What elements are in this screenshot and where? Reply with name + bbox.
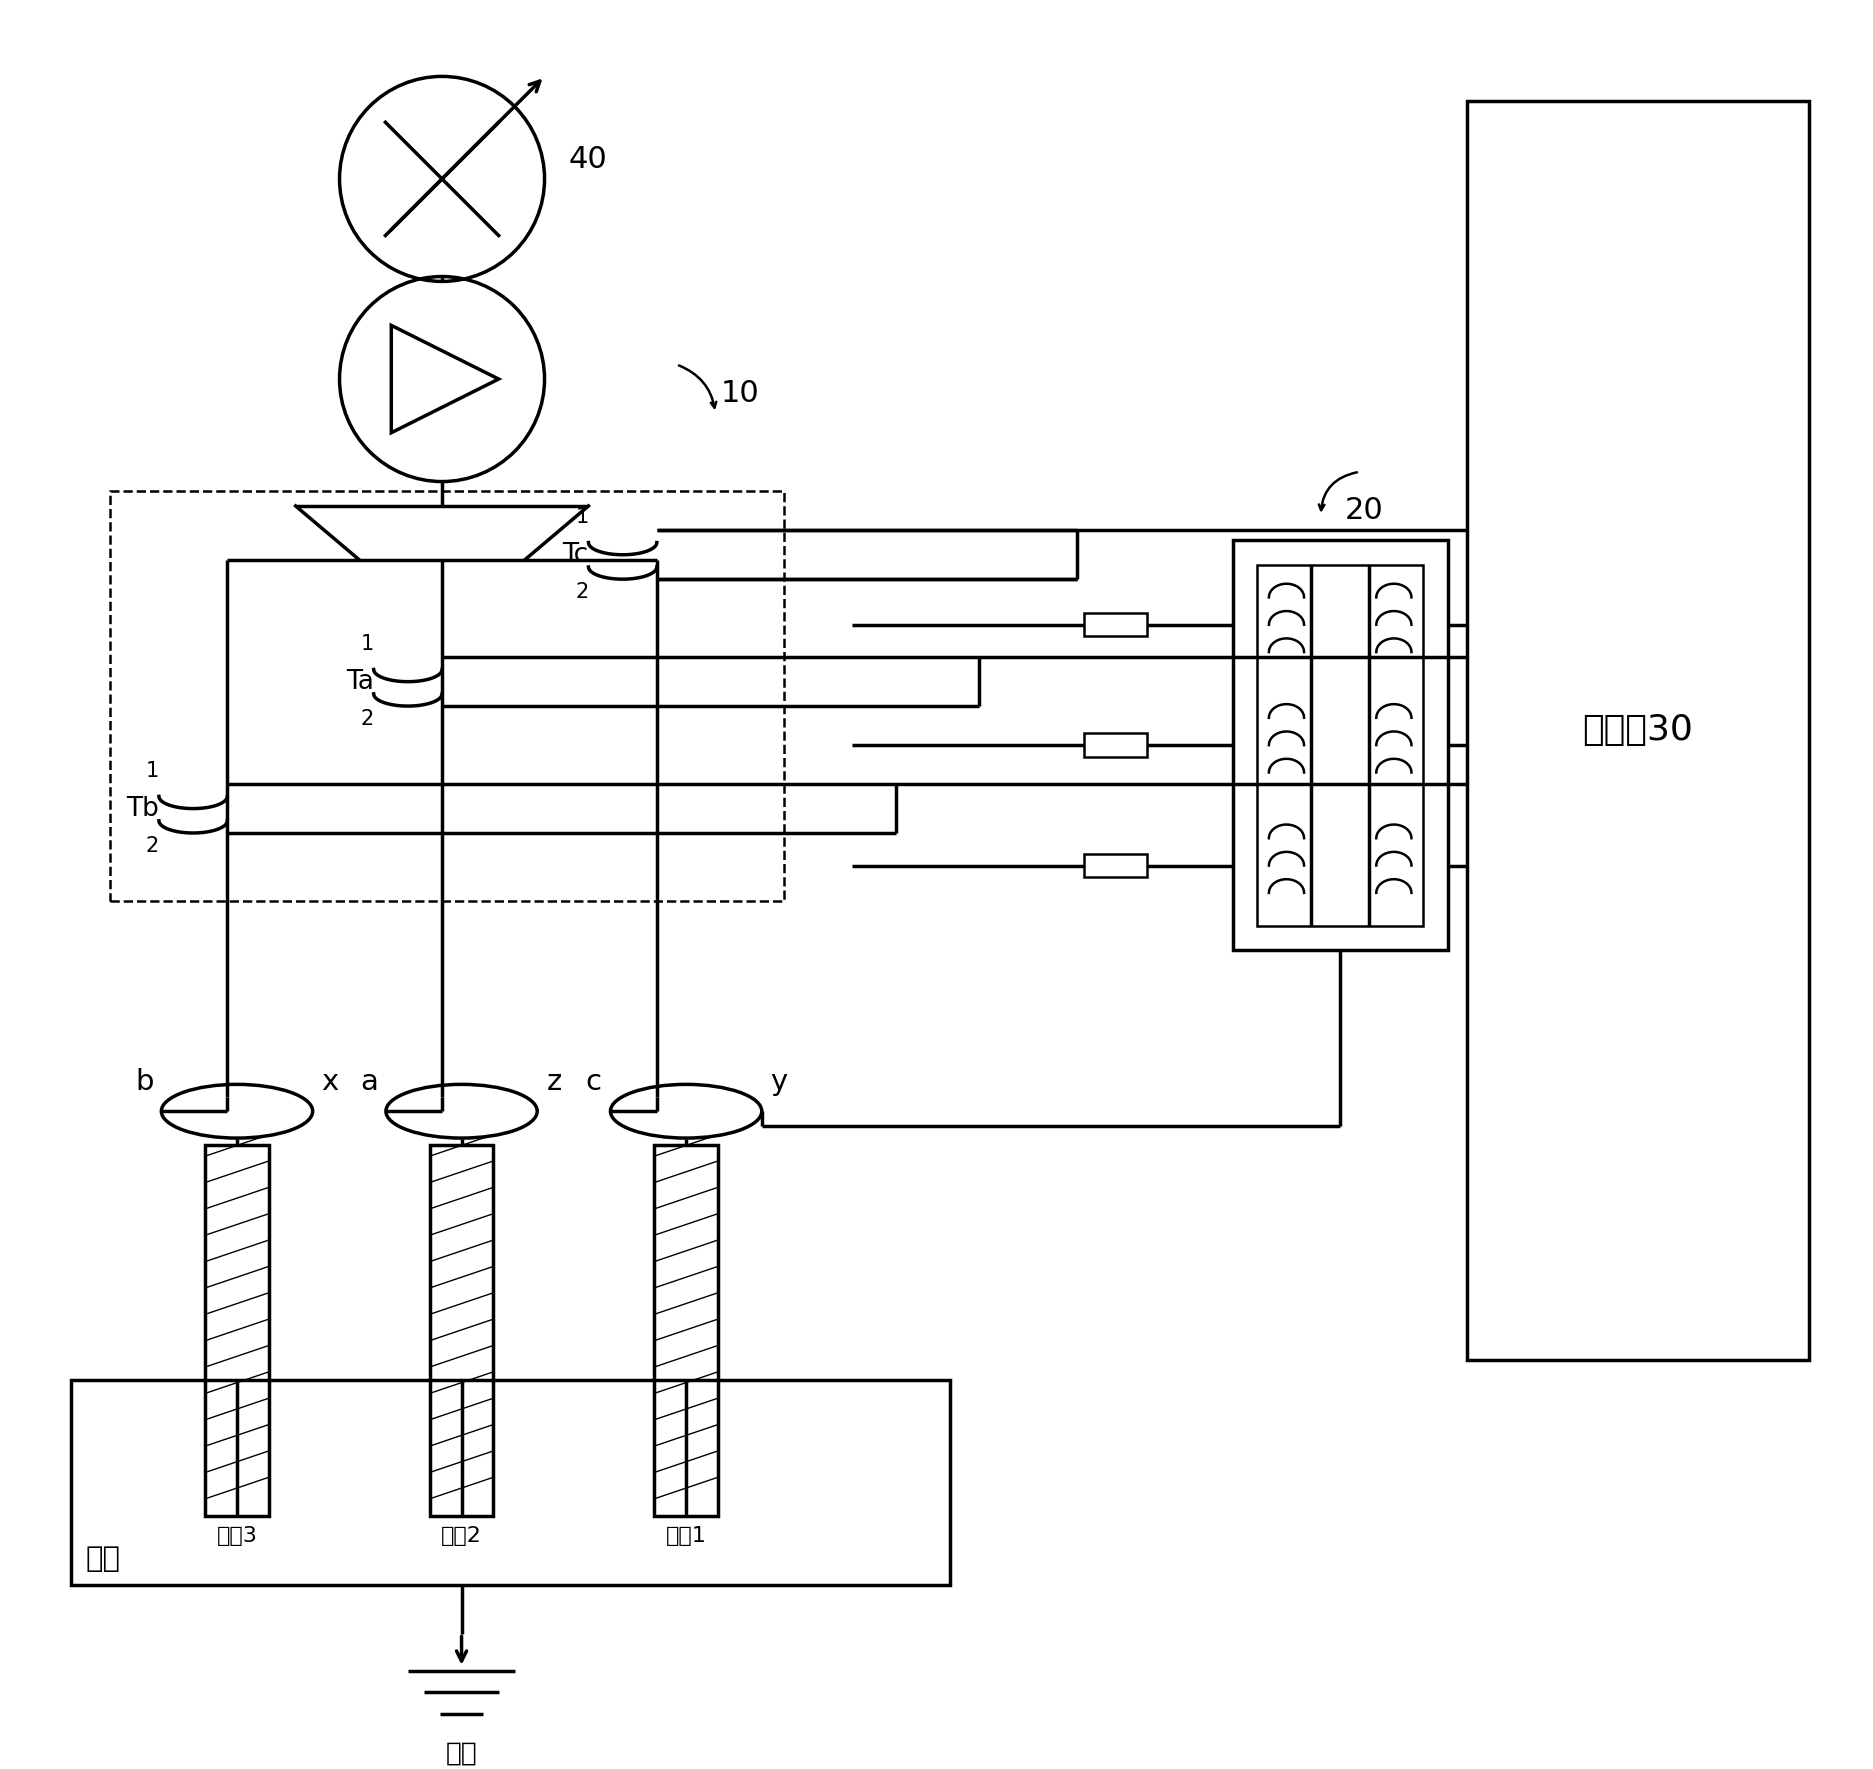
Text: Tc: Tc <box>562 541 588 568</box>
Text: 2: 2 <box>575 582 588 601</box>
Text: 电极2: 电极2 <box>442 1527 481 1546</box>
Bar <box>1467 101 1809 1360</box>
Text: 20: 20 <box>1345 497 1384 525</box>
Bar <box>1084 854 1146 877</box>
Text: 2: 2 <box>360 709 375 729</box>
Text: 电极1: 电极1 <box>665 1527 706 1546</box>
Bar <box>429 1145 493 1516</box>
Text: c: c <box>586 1068 601 1097</box>
Text: 控制器30: 控制器30 <box>1583 713 1693 748</box>
Text: 电炉: 电炉 <box>86 1544 120 1573</box>
Text: 1: 1 <box>360 635 375 655</box>
Bar <box>1257 564 1423 925</box>
Text: 40: 40 <box>569 145 607 173</box>
Text: Tb: Tb <box>125 796 159 821</box>
Text: a: a <box>360 1068 378 1097</box>
Text: z: z <box>547 1068 562 1097</box>
Text: y: y <box>770 1068 787 1097</box>
Text: 10: 10 <box>721 379 759 409</box>
Text: 2: 2 <box>146 837 159 856</box>
Text: 1: 1 <box>575 508 588 527</box>
Bar <box>1084 734 1146 757</box>
Text: b: b <box>135 1068 154 1097</box>
Text: 电极3: 电极3 <box>217 1527 257 1546</box>
Text: x: x <box>320 1068 339 1097</box>
Bar <box>1084 614 1146 637</box>
Bar <box>206 1145 268 1516</box>
Bar <box>654 1145 717 1516</box>
Text: Ta: Ta <box>347 669 375 695</box>
Text: 1: 1 <box>146 761 159 782</box>
Bar <box>71 1380 950 1585</box>
Bar <box>1232 540 1448 950</box>
Bar <box>111 492 783 902</box>
Text: 接地: 接地 <box>446 1741 478 1767</box>
